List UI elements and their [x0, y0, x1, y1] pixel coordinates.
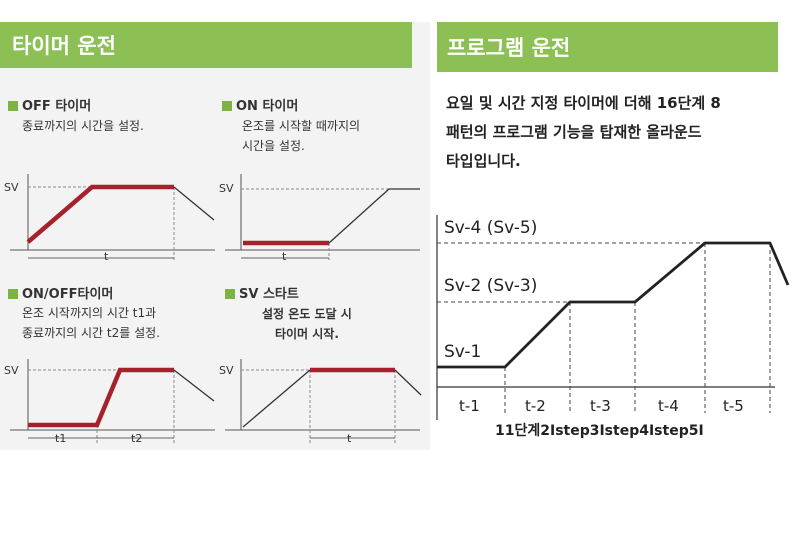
program-panel-header: 프로그램 운전	[437, 22, 778, 72]
onoff-timer-graph: SV t1 t2	[4, 359, 215, 445]
red-profile	[28, 367, 174, 428]
onoff-timer-heading: ON/OFF타이머	[8, 283, 113, 302]
on-timer-graph: SV t	[219, 174, 420, 263]
sv-start-heading: SV 스타트	[225, 283, 299, 302]
sv-start-graph: SV t	[219, 359, 422, 445]
ramp-line	[328, 188, 420, 244]
program-desc: 요일 및 시간 지정 타이머에 더해 16단계 8 패턴의 프로그램 기능을 탑…	[446, 94, 721, 170]
cooldown-line	[394, 369, 422, 396]
sv1-label: Sv-1	[444, 342, 481, 362]
t-label: t	[347, 432, 352, 445]
timer-panel-title: 타이머 운전	[12, 34, 116, 58]
step-t5-label: t-5	[723, 397, 744, 415]
off-timer-graph: SV t	[4, 174, 215, 263]
off-timer-heading: OFF 타이머	[8, 95, 91, 114]
on-timer-desc: 온조를 시작할 때까지의 시간을 설정.	[242, 119, 361, 153]
sv-start-desc: 설정 온도 도달 시 타이머 시작.	[262, 307, 352, 341]
program-graph: Sv-4 (Sv-5) Sv-2 (Sv-3) Sv-1 t-1 t-2 t-3…	[436, 215, 790, 439]
timer-panel-header: 타이머 운전	[0, 22, 412, 68]
program-panel-title: 프로그램 운전	[447, 36, 571, 60]
bullet-square-icon	[222, 101, 232, 111]
t1-label: t1	[55, 432, 66, 445]
bullet-square-icon	[8, 289, 18, 299]
sv-label: SV	[219, 364, 234, 377]
timer-panel	[0, 22, 430, 450]
t-label: t	[104, 250, 109, 263]
step-t1-label: t-1	[459, 397, 480, 415]
sv-label: SV	[4, 364, 19, 377]
step-t4-label: t-4	[658, 397, 679, 415]
off-timer-desc: 종료까지의 시간을 설정.	[22, 119, 144, 133]
onoff-timer-desc: 온조 시작까지의 시간 t1과 종료까지의 시간 t2를 설정.	[22, 306, 160, 340]
bullet-square-icon	[225, 289, 235, 299]
red-profile	[26, 184, 174, 244]
step-footer: 11단계2Istep3Istep4Istep5I	[495, 422, 704, 439]
step-t3-label: t-3	[590, 397, 611, 415]
bullet-square-icon	[8, 101, 18, 111]
t-label: t	[282, 250, 287, 263]
sv-label: SV	[4, 181, 19, 194]
sv-label: SV	[219, 182, 234, 195]
t2-label: t2	[131, 432, 142, 445]
cooldown-line	[173, 369, 215, 402]
sv2-label: Sv-2 (Sv-3)	[444, 276, 537, 296]
program-profile	[437, 241, 790, 369]
ramp-line	[242, 369, 311, 428]
sv4-label: Sv-4 (Sv-5)	[444, 218, 537, 238]
cooldown-line	[173, 186, 215, 221]
step-t2-label: t-2	[525, 397, 546, 415]
on-timer-heading: ON 타이머	[222, 95, 298, 114]
